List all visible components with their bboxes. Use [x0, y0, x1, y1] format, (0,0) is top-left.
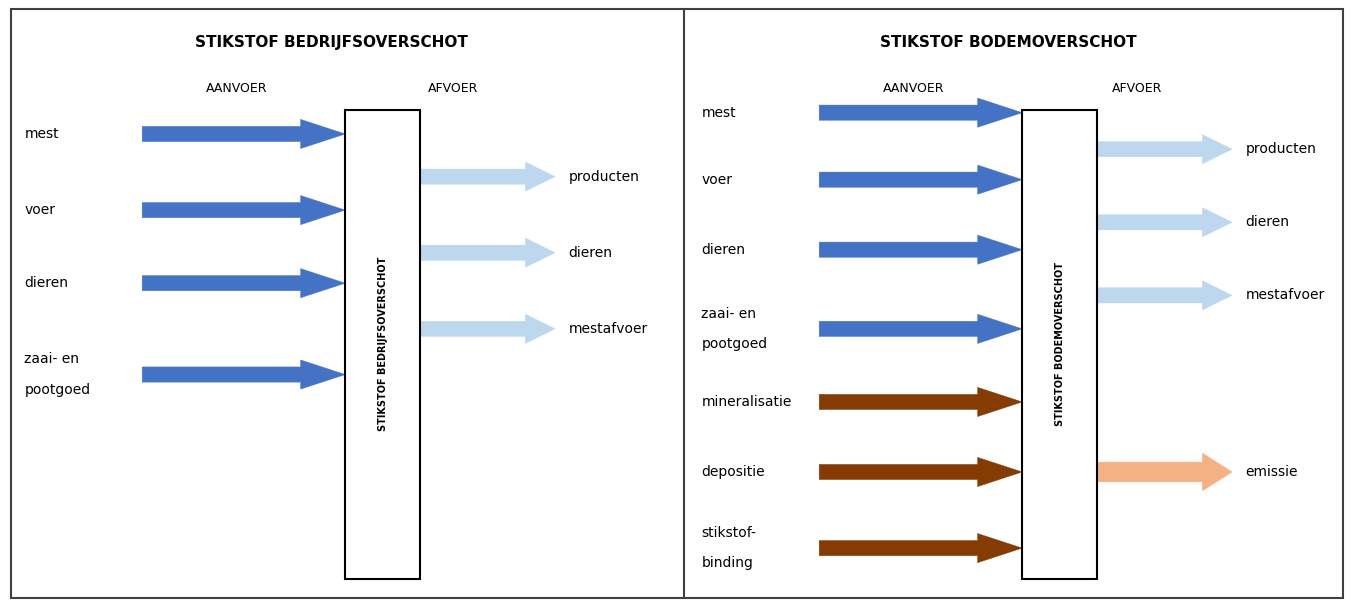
Text: dieren: dieren	[569, 246, 612, 259]
Text: mest: mest	[701, 106, 737, 119]
Text: STIKSTOF BODEMOVERSCHOT: STIKSTOF BODEMOVERSCHOT	[880, 35, 1137, 50]
Polygon shape	[819, 457, 1022, 487]
Text: voer: voer	[701, 173, 733, 186]
Text: emissie: emissie	[1246, 465, 1298, 479]
Polygon shape	[142, 360, 345, 389]
Polygon shape	[819, 533, 1022, 563]
Text: mestafvoer: mestafvoer	[569, 322, 649, 336]
Polygon shape	[819, 314, 1022, 343]
Text: STIKSTOF BEDRIJFSOVERSCHOT: STIKSTOF BEDRIJFSOVERSCHOT	[378, 257, 387, 431]
Polygon shape	[819, 235, 1022, 264]
Text: AFVOER: AFVOER	[428, 82, 479, 95]
Polygon shape	[819, 387, 1022, 417]
Text: voer: voer	[24, 203, 56, 217]
Polygon shape	[420, 314, 555, 343]
Polygon shape	[142, 269, 345, 298]
Polygon shape	[1097, 281, 1232, 310]
Text: mestafvoer: mestafvoer	[1246, 289, 1326, 302]
Polygon shape	[1097, 135, 1232, 164]
Text: AANVOER: AANVOER	[883, 82, 945, 95]
Text: binding: binding	[701, 557, 753, 570]
Text: producten: producten	[1246, 143, 1316, 156]
Text: STIKSTOF BEDRIJFSOVERSCHOT: STIKSTOF BEDRIJFSOVERSCHOT	[195, 35, 468, 50]
Text: STIKSTOF BODEMOVERSCHOT: STIKSTOF BODEMOVERSCHOT	[1055, 262, 1064, 426]
Bar	[345, 110, 420, 579]
Text: mest: mest	[24, 127, 60, 141]
Polygon shape	[420, 162, 555, 191]
Text: stikstof-: stikstof-	[701, 526, 757, 540]
Text: dieren: dieren	[24, 276, 68, 290]
Bar	[1022, 110, 1097, 579]
Text: mineralisatie: mineralisatie	[701, 395, 792, 409]
Polygon shape	[142, 119, 345, 149]
Text: depositie: depositie	[701, 465, 765, 479]
Text: pootgoed: pootgoed	[24, 383, 91, 396]
Polygon shape	[819, 98, 1022, 127]
Polygon shape	[1097, 208, 1232, 237]
Text: pootgoed: pootgoed	[701, 337, 768, 351]
Text: producten: producten	[569, 170, 639, 183]
Text: zaai- en: zaai- en	[24, 353, 80, 366]
Polygon shape	[420, 238, 555, 267]
Text: AFVOER: AFVOER	[1112, 82, 1163, 95]
Polygon shape	[1097, 453, 1232, 491]
Text: zaai- en: zaai- en	[701, 307, 757, 320]
Polygon shape	[142, 195, 345, 225]
Text: dieren: dieren	[701, 243, 745, 256]
Text: AANVOER: AANVOER	[206, 82, 268, 95]
Text: dieren: dieren	[1246, 216, 1289, 229]
Polygon shape	[819, 165, 1022, 194]
